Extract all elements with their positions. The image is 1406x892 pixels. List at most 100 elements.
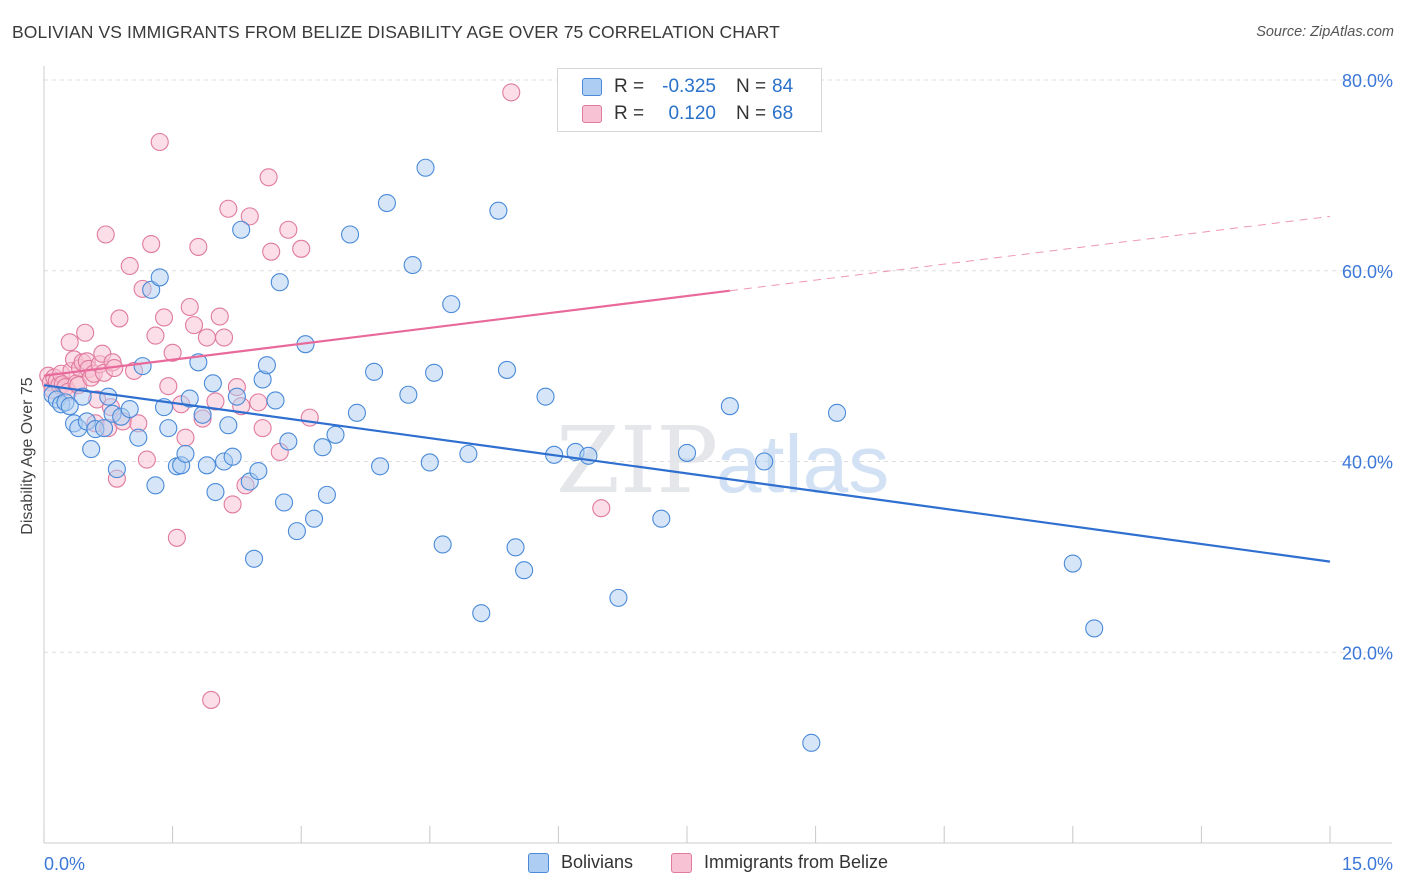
y-tick-label: 80.0% [1342,71,1393,91]
point-bolivians [206,482,225,502]
point-bolivians [416,158,435,177]
series-legend: Bolivians Immigrants from Belize [0,852,1406,876]
point-bolivians [489,201,508,220]
point-belize [120,256,139,276]
point-bolivians [266,391,285,410]
point-bolivians [425,363,444,382]
point-bolivians [341,225,360,244]
point-bolivians [232,220,251,239]
watermark: ZIP atlas [556,407,889,514]
point-bolivians [827,403,847,422]
point-belize [219,199,238,218]
point-belize [176,428,195,447]
point-belize [137,450,156,469]
point-bolivians [159,419,178,438]
y-axis-title: Disability Age Over 75 [19,377,36,535]
watermark-atlas: atlas [716,419,889,510]
point-bolivians [73,387,92,406]
point-belize [60,333,79,352]
point-bolivians [1085,619,1104,638]
point-belize [240,207,259,226]
point-bolivians [326,425,345,444]
point-belize [184,316,204,335]
point-bolivians [497,360,517,379]
point-bolivians [129,428,148,447]
point-bolivians [472,604,491,623]
point-belize [223,495,242,514]
point-bolivians [244,549,264,568]
point-bolivians [223,447,242,466]
point-bolivians [536,387,555,406]
point-bolivians [227,387,246,406]
point-belize [210,307,229,326]
x-tick-label-min: 0.0% [44,854,85,874]
series-bolivians-points [43,158,1104,752]
legend-swatch-blue [582,78,602,96]
point-belize [159,377,178,396]
point-bolivians [150,268,169,287]
legend-item-belize[interactable]: Immigrants from Belize [671,852,888,873]
point-belize [76,323,95,342]
point-bolivians [755,452,774,471]
point-belize [163,343,182,362]
point-bolivians [365,362,384,381]
legend-swatch-pink [582,105,602,123]
legend-row-bolivians: R = -0.325 N = 84 [582,76,793,98]
point-bolivians [433,535,452,554]
y-tick-label: 20.0% [1342,643,1393,663]
point-bolivians [219,416,238,435]
point-belize [180,297,199,317]
point-bolivians [305,509,324,528]
point-bolivians [133,357,152,376]
point-belize [262,242,281,261]
point-bolivians [203,374,222,393]
legend-item-bolivians[interactable]: Bolivians [528,852,633,873]
legend-n-label: N = [736,76,767,97]
legend-r-value: -0.325 [662,76,716,97]
point-bolivians [399,385,418,404]
point-bolivians [142,280,161,299]
point-bolivians [94,419,114,438]
legend-r-value: 0.120 [668,103,716,124]
point-bolivians [270,273,289,292]
point-bolivians [442,295,461,314]
point-bolivians [249,461,268,481]
axes [43,66,1392,844]
point-bolivians [107,460,126,479]
legend-swatch-pink [671,852,692,873]
point-bolivians [82,440,101,459]
point-belize [110,309,129,328]
legend-r-label: R = [614,103,645,124]
point-belize [253,419,272,438]
point-belize [197,328,216,347]
legend-r-label: R = [614,76,645,97]
trend-lines [43,215,1331,563]
trend-line-belize-extrapolated [729,215,1331,292]
watermark-zip: ZIP [556,407,718,514]
legend-row-belize: R = 0.120 N = 68 [582,103,793,125]
legend-label-bolivians: Bolivians [561,852,634,872]
correlation-legend: R = -0.325 N = 84 R = 0.120 N = 68 [557,68,822,132]
point-bolivians [257,356,276,375]
point-bolivians [677,443,697,462]
point-bolivians [313,438,332,457]
legend-label-belize: Immigrants from Belize [704,852,889,872]
point-belize [142,234,161,254]
tick-labels: 20.0% 40.0% 60.0% 80.0% 0.0% 15.0% [44,71,1393,874]
point-bolivians [176,444,195,463]
grid [44,79,1392,653]
point-belize [292,239,311,258]
point-bolivians [317,485,336,504]
point-bolivians [506,538,525,557]
point-belize [167,528,186,547]
point-bolivians [609,588,628,607]
source-label: Source: ZipAtlas.com [1256,24,1394,40]
point-bolivians [146,476,165,495]
legend-n-value: 68 [772,103,794,124]
point-belize [592,499,611,518]
point-belize [154,308,174,327]
point-belize [146,326,165,345]
point-belize [189,237,208,256]
y-tick-label: 40.0% [1342,453,1393,473]
